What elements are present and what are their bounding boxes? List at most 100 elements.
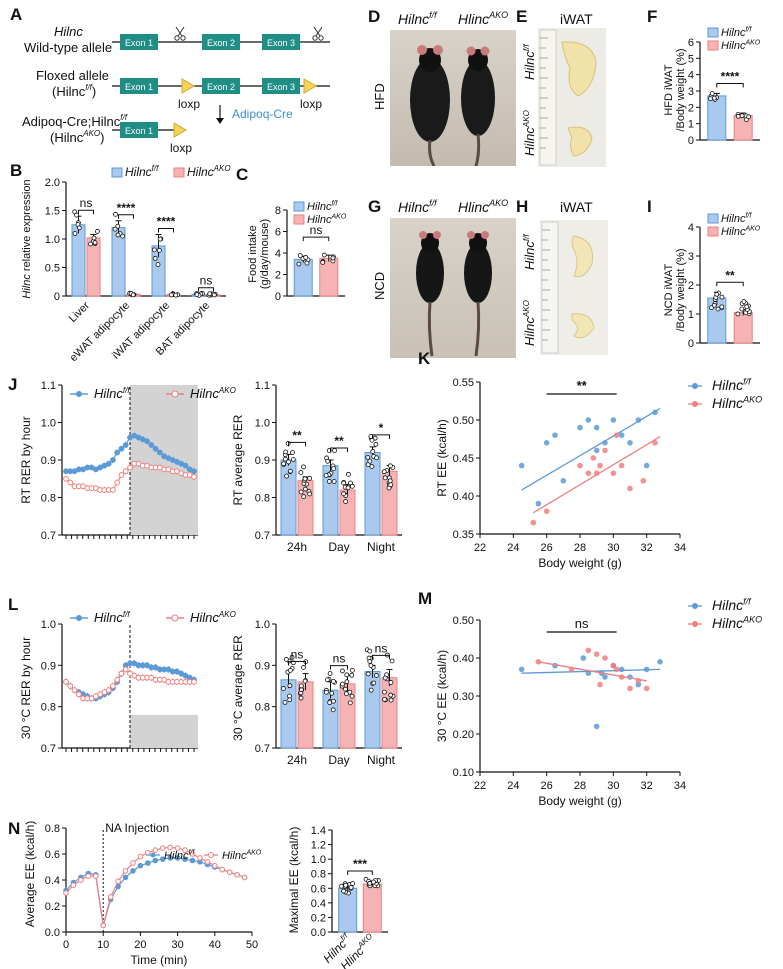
scatter-point-ako [610,662,617,669]
data-dot [370,449,376,454]
panel-label-i: I [647,197,652,216]
data-dot [173,292,179,298]
data-point [105,460,112,467]
significance-label: ** [292,428,302,442]
data-point [110,683,116,689]
significance-label: ** [577,378,588,393]
exon-label: Exon 1 [125,126,153,136]
significance-bracket [288,661,306,666]
data-dot [303,255,309,260]
data-dot [368,663,374,669]
y-tick-label: 1.0 [45,234,60,246]
data-dot [283,656,289,662]
significance-label: ns [200,274,213,288]
y-tick-label: 0.4 [311,898,326,910]
data-dot [344,679,350,685]
x-tick-label: Liver [67,299,93,325]
y-tick-label: 1.1 [41,380,56,392]
y-tick-label: 3 [688,86,694,98]
data-dot [343,686,348,692]
data-dot [307,491,313,497]
data-point [148,442,155,448]
bar-ako [381,677,398,749]
data-point [122,468,129,475]
legend-label-ako: HilncAKO [190,386,236,401]
y-tick-label: 1.0 [41,619,56,631]
y-tick-label: 6 [275,227,281,239]
y-axis-label: 30 °C RER by hour [19,637,33,739]
scatter-point-ff [560,478,567,484]
data-dot [367,659,373,664]
injection-annotation: NA Injection [105,821,169,835]
data-dot [741,299,747,304]
cre-label: Adipoq-Cre [232,107,293,121]
x-tick-label: 34 [674,542,686,554]
chart-l-left: 0.7 0.8 0.9 1.0 30 °C RER by hour [19,619,198,755]
bar-ff [322,689,339,749]
data-point [63,678,69,685]
data-point [159,845,166,851]
y-axis-label: RT RER by hour [19,416,33,504]
x-tick-label: 30 [171,939,183,951]
data-dot [307,475,313,481]
y-axis-label: Average EE (kcal/h) [23,821,37,928]
data-point [191,468,197,475]
y-tick-label: 1 [688,119,694,131]
significance-label: ns [80,196,93,210]
significance-bracket [347,870,373,875]
data-dot [388,697,394,703]
legend-swatch-ako [173,167,185,178]
y-axis-label: Food intake [247,225,259,282]
data-dot [327,700,333,706]
d-mouse-ff: Hilncf/f [398,10,438,27]
significance-bracket [716,82,744,88]
y-tick-label: 0.7 [41,530,56,542]
data-dot [388,463,393,469]
y-tick-label: 6 [688,37,694,49]
data-dot [211,292,217,298]
data-point [174,845,181,851]
exon-box: Exon 3 [262,34,300,50]
y-tick-label: 1.0 [255,418,270,430]
data-point [127,464,133,471]
data-dot [735,311,741,317]
data-dot [382,689,387,695]
data-point [159,856,166,863]
d-mouse-ako: HlincAKO [458,10,508,27]
exon-label: Exon 3 [267,82,295,92]
panel-label-l: L [8,595,18,614]
significance-label: ns [375,641,388,655]
legend-marker-ff [692,603,698,609]
data-point [118,670,125,677]
x-tick-label: 40 [209,939,221,951]
h-ff-label: Hilncf/f [522,234,537,270]
data-dot [288,667,293,673]
scatter-point-ff [602,674,608,680]
y-axis-label: NCD iWAT [663,263,675,316]
y-tick-label: 2 [688,102,694,114]
significance-label: ns [310,223,323,237]
data-dot [365,455,371,460]
y-tick-label: 0.8 [255,702,270,714]
significance-bracket [198,287,214,292]
y-tick-label: 1.0 [41,418,56,430]
data-dot [711,302,717,308]
scatter-point-ako [643,685,650,692]
x-tick-label: 28 [574,780,586,792]
scatter-point-ff [635,417,642,423]
data-dot [331,479,337,484]
y-tick-label: 0.2 [45,901,60,913]
data-point [152,847,159,853]
legend-marker-ff [76,391,82,397]
data-dot [298,470,304,475]
chart-j-left: 0.7 0.8 0.9 1.0 1.1 RT RER by hour [19,380,198,542]
data-point [212,862,218,869]
y-tick-label: 0.4 [45,875,60,887]
data-dot [331,678,336,684]
y-tick-label: 0.50 [453,415,474,427]
legend-label-ako: HilncAKO [721,40,761,52]
iwat-photo-ncd [540,220,608,355]
data-point [152,857,159,864]
